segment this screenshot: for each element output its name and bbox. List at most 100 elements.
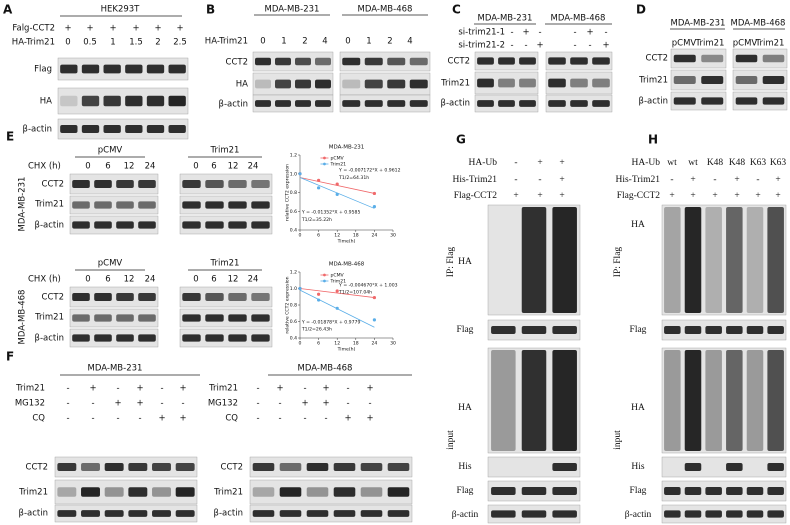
annotation: T1/2=107.04h: [338, 289, 372, 295]
band: [746, 207, 764, 313]
band: [81, 95, 100, 107]
band: [275, 79, 291, 89]
band: [519, 100, 536, 107]
row-label: HA-Ub: [632, 158, 661, 168]
lane-label: wt: [688, 158, 698, 168]
lane-label: -: [256, 384, 259, 394]
lane-label: +: [366, 384, 373, 394]
lane-label: -: [278, 399, 281, 409]
lane-label: pCMV: [672, 39, 697, 49]
group-label: Trim21: [210, 146, 240, 156]
group-label: pCMV: [98, 146, 123, 156]
row-label: HA-Ub: [469, 158, 498, 168]
blot: [732, 91, 788, 111]
blot: [487, 456, 581, 478]
row-label: Trim21: [208, 384, 238, 394]
point: [335, 289, 339, 293]
x-tick-label: 18: [353, 233, 359, 239]
row-label: His-Trim21: [452, 175, 497, 185]
chart-title: MDA-MB-231: [329, 145, 365, 151]
band: [72, 334, 90, 342]
band: [228, 293, 247, 301]
band: [81, 487, 100, 497]
band: [477, 78, 494, 88]
lane-label: -: [160, 384, 163, 394]
lane-label: -: [303, 414, 306, 424]
lane-label: 2: [387, 37, 392, 47]
band: [138, 221, 156, 229]
band: [552, 487, 577, 495]
band: [333, 510, 356, 517]
band: [205, 221, 224, 229]
band: [72, 221, 90, 229]
blot-label: β-actin: [19, 509, 48, 519]
band: [726, 350, 743, 451]
lane-label: 1.5: [129, 38, 143, 48]
lane-label: 0: [345, 37, 350, 47]
lane-label: 0: [65, 38, 70, 48]
band: [94, 293, 112, 301]
band: [152, 510, 171, 517]
band: [295, 57, 311, 66]
band: [519, 78, 536, 88]
band: [81, 125, 100, 133]
band: [94, 334, 112, 342]
band: [701, 54, 724, 63]
band: [168, 95, 186, 107]
blot-label: β-actin: [441, 99, 470, 109]
band: [275, 100, 291, 107]
lane-label: -: [538, 28, 541, 38]
blot: [249, 456, 413, 478]
group-label: pCMV: [98, 259, 123, 269]
band: [138, 314, 156, 322]
blot-label: CCT2: [221, 463, 243, 473]
band: [491, 487, 516, 495]
band: [175, 487, 195, 497]
lane-label: +: [276, 384, 283, 394]
y-tick-label: 0.8: [290, 190, 297, 196]
band: [81, 510, 100, 517]
x-tick-label: 18: [353, 341, 359, 347]
band: [138, 293, 156, 301]
panel-letter: D: [636, 3, 646, 17]
band: [684, 326, 702, 334]
band: [746, 487, 764, 495]
row-label: CQ: [32, 414, 45, 424]
band: [81, 64, 100, 74]
lane-label: -: [510, 28, 513, 38]
blot-label: HA: [40, 97, 52, 107]
x-tick-label: 12: [334, 341, 340, 347]
band: [684, 350, 702, 451]
blot-label: Flag: [457, 486, 474, 496]
lane-label: +: [136, 399, 143, 409]
band: [168, 64, 186, 74]
band: [767, 463, 784, 471]
band: [705, 326, 722, 334]
lane-label: -: [66, 414, 69, 424]
band: [228, 314, 247, 322]
band: [519, 57, 536, 65]
blot-label: Flag: [630, 486, 647, 496]
band: [228, 334, 247, 342]
panel-letter: G: [456, 133, 466, 147]
lane-label: 24: [145, 275, 156, 285]
band: [570, 100, 588, 107]
x-tick-label: 6: [317, 233, 320, 239]
lane-label: -: [116, 384, 119, 394]
band: [72, 293, 90, 301]
blot: [69, 286, 159, 308]
chart-title: MDA-MB-468: [329, 262, 365, 268]
band: [104, 463, 124, 471]
lane-label: 24: [248, 162, 259, 172]
row-label: HA-Trim21: [12, 38, 55, 48]
band: [673, 54, 696, 63]
band: [116, 201, 134, 209]
blot-label: β-actin: [452, 510, 479, 520]
y-tick-label: 0.4: [290, 336, 297, 342]
row-label: Falg-CCT2: [12, 24, 55, 34]
band: [94, 201, 112, 209]
band: [251, 314, 270, 322]
band: [521, 487, 547, 495]
blot: [732, 69, 788, 91]
lane-label: +: [64, 24, 71, 34]
